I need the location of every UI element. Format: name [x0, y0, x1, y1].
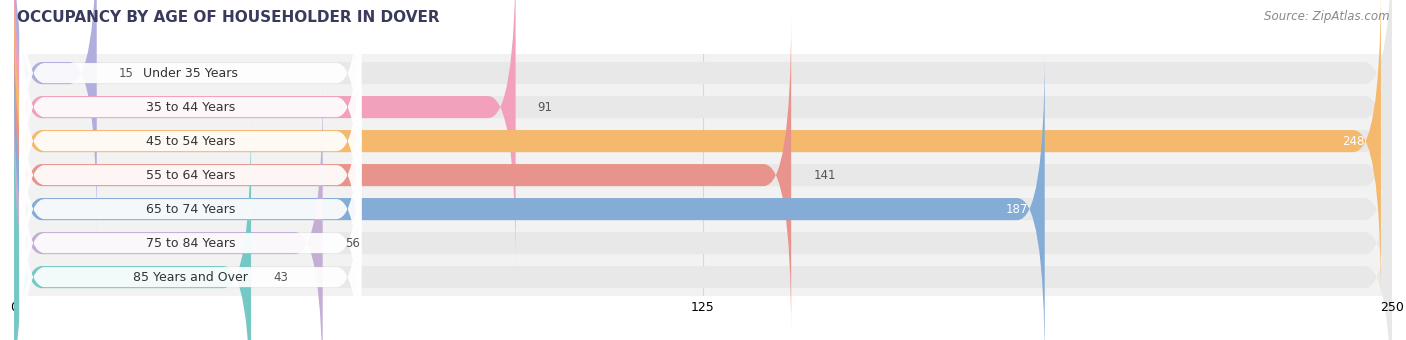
FancyBboxPatch shape — [14, 84, 1392, 340]
Text: 35 to 44 Years: 35 to 44 Years — [146, 101, 235, 114]
FancyBboxPatch shape — [14, 50, 1045, 340]
FancyBboxPatch shape — [14, 118, 252, 340]
FancyBboxPatch shape — [14, 0, 1381, 300]
FancyBboxPatch shape — [14, 0, 1392, 266]
Text: 85 Years and Over: 85 Years and Over — [134, 271, 247, 284]
Text: 15: 15 — [118, 67, 134, 80]
FancyBboxPatch shape — [14, 16, 792, 334]
Text: 75 to 84 Years: 75 to 84 Years — [146, 237, 235, 250]
FancyBboxPatch shape — [20, 0, 361, 250]
FancyBboxPatch shape — [20, 0, 361, 284]
FancyBboxPatch shape — [14, 84, 323, 340]
Text: 248: 248 — [1341, 135, 1364, 148]
FancyBboxPatch shape — [20, 32, 361, 318]
FancyBboxPatch shape — [14, 0, 1392, 232]
Text: 55 to 64 Years: 55 to 64 Years — [146, 169, 235, 182]
Text: 91: 91 — [537, 101, 553, 114]
FancyBboxPatch shape — [14, 16, 1392, 334]
FancyBboxPatch shape — [14, 0, 516, 266]
Text: OCCUPANCY BY AGE OF HOUSEHOLDER IN DOVER: OCCUPANCY BY AGE OF HOUSEHOLDER IN DOVER — [17, 10, 440, 25]
FancyBboxPatch shape — [14, 0, 97, 232]
Text: Under 35 Years: Under 35 Years — [143, 67, 238, 80]
Text: 43: 43 — [273, 271, 288, 284]
FancyBboxPatch shape — [20, 100, 361, 340]
FancyBboxPatch shape — [20, 66, 361, 340]
FancyBboxPatch shape — [20, 0, 361, 216]
FancyBboxPatch shape — [14, 118, 1392, 340]
Text: 65 to 74 Years: 65 to 74 Years — [146, 203, 235, 216]
FancyBboxPatch shape — [14, 50, 1392, 340]
FancyBboxPatch shape — [14, 0, 1392, 300]
Text: 187: 187 — [1005, 203, 1028, 216]
FancyBboxPatch shape — [20, 134, 361, 340]
Text: 45 to 54 Years: 45 to 54 Years — [146, 135, 235, 148]
Text: Source: ZipAtlas.com: Source: ZipAtlas.com — [1264, 10, 1389, 23]
Text: 56: 56 — [344, 237, 360, 250]
Text: 141: 141 — [813, 169, 835, 182]
